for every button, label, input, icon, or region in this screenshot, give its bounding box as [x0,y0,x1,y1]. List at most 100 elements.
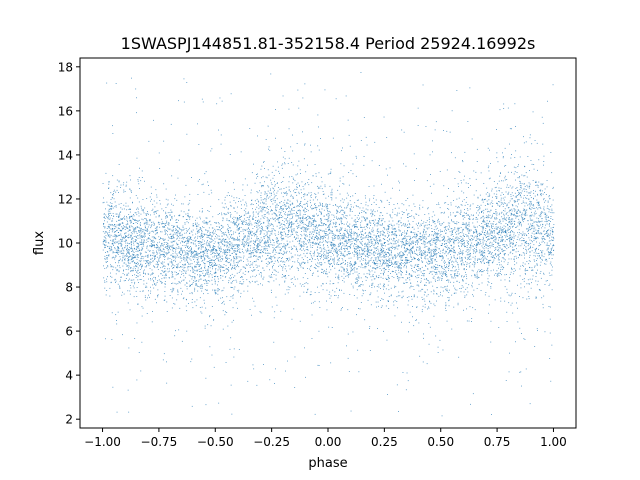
data-point [228,234,230,236]
data-point [331,236,333,238]
data-point [185,270,187,272]
data-point [539,242,540,244]
data-point [162,226,164,228]
data-point [280,207,282,209]
data-point [540,189,542,191]
data-point [520,185,522,187]
data-point [286,243,288,245]
data-point [351,241,353,243]
data-point [541,237,543,239]
data-point [168,277,170,278]
data-point [474,261,475,263]
data-point [434,223,436,225]
data-point [404,235,406,237]
data-point [478,209,480,211]
data-point [477,270,478,272]
data-point [164,265,166,267]
data-point [332,222,334,224]
data-point [153,200,155,202]
data-point [340,228,342,230]
data-point [528,233,529,234]
data-point [293,237,295,238]
data-point [373,251,375,253]
data-point [225,180,226,182]
data-point [384,251,386,253]
data-point [264,216,266,218]
data-point [270,231,272,232]
data-point [109,205,111,207]
data-point [461,275,463,277]
data-point [509,252,511,254]
data-point [447,228,449,230]
data-point [161,244,163,246]
data-point [303,204,305,205]
data-point [268,148,269,150]
data-point [143,232,145,234]
data-point [351,243,353,244]
data-point [357,280,359,281]
data-point [377,210,378,212]
data-point [165,188,167,190]
data-point [323,223,325,224]
data-point [130,232,132,234]
data-point [185,264,186,266]
data-point [117,269,119,271]
data-point [324,231,326,232]
data-point [323,209,325,211]
data-point [121,226,123,228]
data-point [392,229,394,230]
data-point [465,257,466,259]
data-point [320,213,322,215]
data-point [461,276,462,278]
data-point [164,284,166,285]
data-point [356,221,358,222]
data-point [389,262,391,263]
data-point [335,245,337,247]
data-point [476,148,478,150]
data-point [540,221,542,223]
data-point [341,218,343,220]
data-point [509,221,511,222]
data-point [500,199,502,201]
data-point [335,237,337,239]
data-point [252,297,253,299]
data-point [369,236,371,238]
data-point [165,273,167,275]
data-point [281,239,283,241]
data-point [432,241,434,243]
data-point [112,125,113,127]
data-point [376,306,377,308]
data-point [128,226,130,228]
data-point [181,203,183,205]
data-point [157,296,159,298]
data-point [191,358,193,360]
data-point [514,192,516,194]
data-point [537,330,538,331]
data-point [347,225,348,227]
data-point [536,263,538,265]
data-point [412,236,414,238]
data-point [476,274,478,276]
data-point [522,231,524,233]
data-point [265,249,267,251]
data-point [245,224,247,225]
data-point [219,97,221,99]
data-point [183,256,185,258]
data-point [194,276,196,278]
data-point [271,233,273,235]
data-point [117,248,119,250]
data-point [268,241,269,243]
data-point [510,245,512,247]
data-point [364,266,366,268]
data-point [112,386,114,388]
data-point [220,143,222,145]
data-point [279,243,281,245]
data-point [476,226,478,228]
data-point [418,214,420,216]
data-point [167,243,169,245]
data-point [439,277,441,279]
data-point [420,256,422,258]
data-point [502,218,503,220]
data-point [133,230,135,232]
data-point [337,259,339,261]
